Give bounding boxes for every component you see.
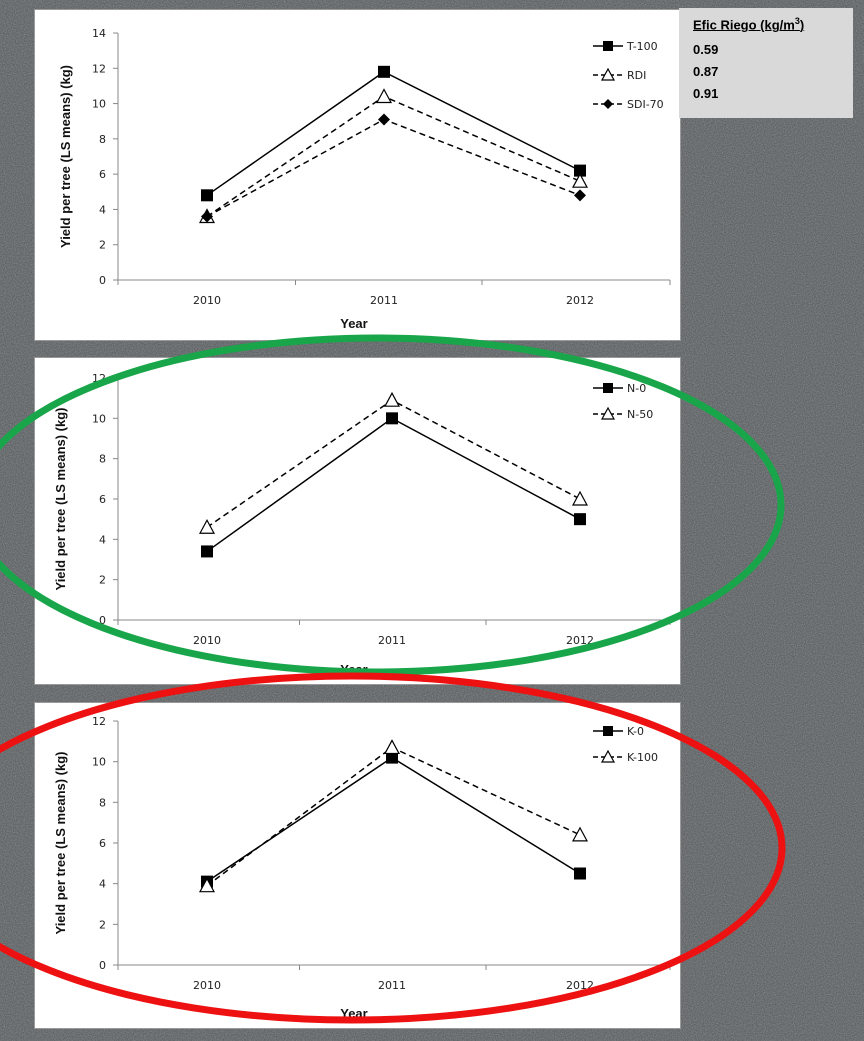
y-tick-label: 6	[99, 168, 106, 181]
x-tick-label: 2011	[370, 294, 398, 307]
y-tick-label: 4	[99, 203, 106, 216]
y-tick-label: 12	[92, 372, 106, 385]
x-axis-label: Year	[340, 316, 367, 331]
data-point-t-100	[574, 164, 586, 177]
efficiency-title-sup: 3	[794, 16, 800, 26]
legend-label: K-0	[627, 725, 644, 738]
efficiency-value-1: 0.59	[693, 42, 719, 57]
chart-irrigation: 0 2 4 6 8 10 12 14 2010 2011 2012 Yield per tree (L…	[58, 27, 671, 331]
legend-marker	[600, 67, 616, 81]
x-tick-label: 2012	[566, 294, 594, 307]
y-axis-label: Yield per tree (LS means) (kg)	[58, 65, 73, 248]
series-line-t-100	[206, 70, 581, 196]
chart-nitrogen: 0 2 4 6 8 10 12 2010 2011 2012 Yield per tree (LS …	[53, 372, 671, 677]
efficiency-title: Efic Riego (kg/m3)	[693, 16, 804, 32]
data-point-t-100	[378, 65, 390, 78]
y-tick-label: 8	[99, 133, 106, 146]
efficiency-title-end: )	[799, 17, 805, 33]
data-point-n-0	[201, 545, 213, 558]
y-axis-label: Yield per tree (LS means) (kg)	[53, 407, 68, 590]
y-tick-label: 6	[99, 837, 106, 850]
x-tick-label: 2010	[193, 979, 221, 992]
data-point-n-50	[383, 391, 401, 407]
y-tick-label: 0	[99, 614, 106, 627]
data-point-t-100	[201, 189, 213, 202]
legend-marker	[603, 41, 613, 51]
data-point-n-0	[386, 412, 398, 425]
legend-marker	[603, 99, 613, 109]
x-axis-label: Year	[340, 1006, 367, 1021]
efficiency-title-main: Efic Riego (kg/m	[693, 17, 795, 33]
chart-panel-nitrogen: 0 2 4 6 8 10 12 2010 2011 2012 Yield per tree (LS …	[34, 357, 681, 685]
chart-panel-irrigation: 0 2 4 6 8 10 12 14 2010 2011 2012 Yield per tree (L…	[34, 9, 681, 341]
x-tick-label: 2012	[566, 634, 594, 647]
legend-marker	[603, 383, 613, 393]
y-tick-label: 2	[99, 574, 106, 587]
y-tick-label: 8	[99, 453, 106, 466]
data-point-rdi	[375, 88, 393, 104]
data-point-sdi-70	[201, 210, 213, 223]
series-line-k-0	[206, 756, 581, 883]
legend-label: RDI	[627, 69, 646, 82]
y-tick-label: 6	[99, 493, 106, 506]
series-line-sdi-70	[206, 118, 581, 218]
data-point-k-100	[571, 826, 589, 842]
efficiency-value-3: 0.91	[693, 86, 719, 101]
legend-marker	[603, 726, 613, 736]
legend-label: N-0	[627, 382, 646, 395]
y-tick-label: 8	[99, 796, 106, 809]
data-point-n-50	[198, 518, 216, 534]
y-tick-label: 12	[92, 715, 106, 728]
x-tick-label: 2011	[378, 634, 406, 647]
x-tick-label: 2012	[566, 979, 594, 992]
legend-label: N-50	[627, 408, 653, 421]
chart-potassium: 0 2 4 6 8 10 12 2010 2011 2012 Yield per tree (LS …	[53, 715, 671, 1021]
data-point-n-0	[574, 513, 586, 526]
data-point-k-100	[383, 739, 401, 755]
x-axis-label: Year	[340, 662, 367, 677]
x-tick-label: 2010	[193, 294, 221, 307]
data-point-sdi-70	[378, 113, 390, 126]
efficiency-value-2: 0.87	[693, 64, 719, 79]
y-tick-label: 4	[99, 533, 106, 546]
x-tick-label: 2011	[378, 979, 406, 992]
y-tick-label: 10	[92, 756, 106, 769]
y-tick-label: 12	[92, 62, 106, 75]
data-point-n-50	[571, 490, 589, 506]
y-tick-label: 4	[99, 878, 106, 891]
legend-label: T-100	[626, 40, 658, 53]
y-tick-label: 10	[92, 412, 106, 425]
y-tick-label: 0	[99, 274, 106, 287]
y-tick-label: 2	[99, 918, 106, 931]
y-tick-label: 2	[99, 239, 106, 252]
y-tick-label: 14	[92, 27, 106, 40]
data-point-k-0	[574, 867, 586, 880]
legend-label: K-100	[627, 751, 658, 764]
series-line-k-100	[206, 746, 581, 887]
legend-label: SDI-70	[627, 98, 664, 111]
data-point-rdi	[571, 172, 589, 188]
series-line-n-0	[206, 417, 581, 553]
irrigation-efficiency-box: Efic Riego (kg/m3) 0.59 0.87 0.91	[679, 8, 853, 118]
chart-panel-potassium: 0 2 4 6 8 10 12 2010 2011 2012 Yield per tree (LS …	[34, 702, 681, 1029]
data-point-sdi-70	[574, 189, 586, 202]
y-axis-label: Yield per tree (LS means) (kg)	[53, 751, 68, 934]
y-tick-label: 0	[99, 959, 106, 972]
y-tick-label: 10	[92, 98, 106, 111]
x-tick-label: 2010	[193, 634, 221, 647]
